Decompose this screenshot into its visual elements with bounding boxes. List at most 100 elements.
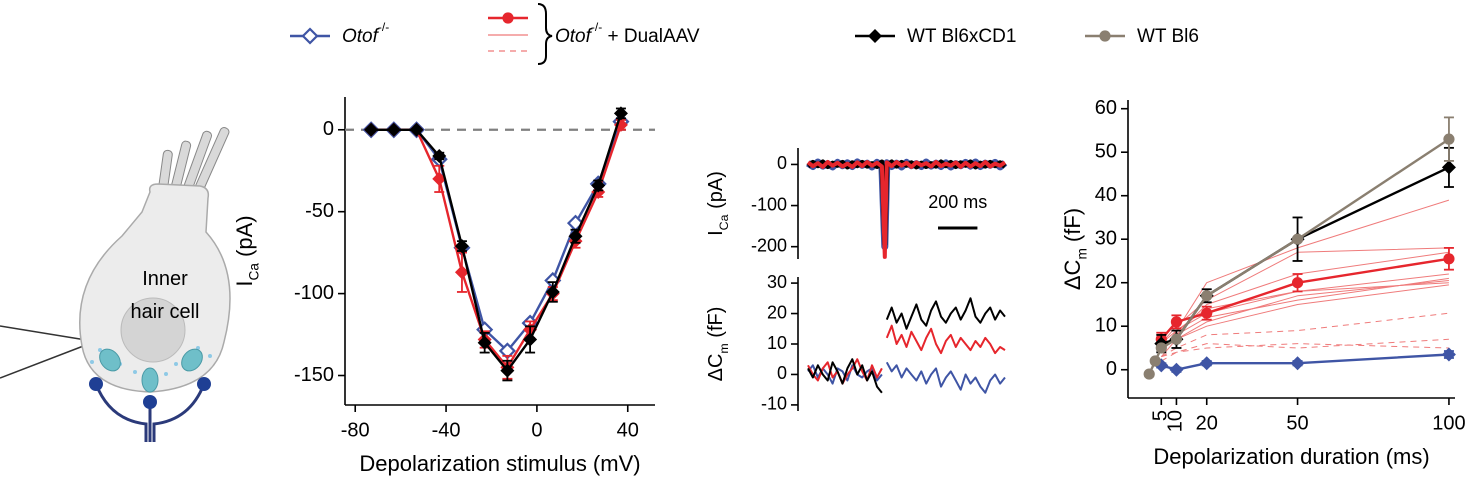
series-line	[807, 361, 1006, 394]
ribbons	[99, 348, 203, 393]
series-line	[1161, 312, 1449, 358]
x-tick-label: 20	[1196, 412, 1218, 434]
legend-marker	[301, 27, 319, 45]
vesicle	[133, 370, 137, 374]
legend-label-sup: -/-	[378, 20, 389, 34]
marker	[477, 335, 492, 350]
marker	[1170, 333, 1183, 345]
series-line	[371, 113, 623, 372]
y-tick-label: 30	[1095, 227, 1117, 249]
cell-label: Inner	[142, 268, 188, 290]
marker	[1149, 355, 1161, 367]
y-axis-title-main: I	[232, 280, 257, 286]
marker	[1170, 316, 1183, 328]
series-line	[806, 160, 1007, 259]
marker	[1169, 362, 1184, 377]
y-tick-label: -50	[305, 200, 334, 222]
legend-label: WT Bl6xCD1	[907, 26, 1016, 47]
electrode	[0, 344, 87, 379]
marker	[613, 106, 628, 121]
marker	[1290, 356, 1305, 371]
marker	[1201, 290, 1213, 302]
marker	[386, 122, 401, 137]
legend-label: Otof-/- + DualAAV	[555, 20, 700, 47]
legend-label-name: Otof	[555, 26, 593, 47]
y-tick-label: 10	[1095, 315, 1117, 337]
y-tick-label: 0	[323, 118, 334, 140]
legend-label-suffix: + DualAAV	[602, 26, 700, 47]
series-line	[1148, 138, 1450, 375]
x-tick-label: -40	[432, 419, 461, 441]
marker	[409, 122, 424, 137]
terminal	[143, 395, 157, 409]
x-tick-label: 40	[617, 419, 639, 441]
y-tick-label: 30	[767, 272, 787, 292]
y-axis-title-sub: m	[717, 343, 731, 353]
x-tick-label: 100	[1432, 412, 1465, 434]
legend-marker	[1099, 30, 1111, 42]
legend-label-name: WT Bl6xCD1	[907, 26, 1016, 47]
fiber	[94, 383, 148, 442]
x-tick-label: 5	[1150, 410, 1172, 421]
electrode	[0, 325, 87, 341]
stereocilia	[158, 127, 230, 193]
x-tick-label: 0	[531, 419, 542, 441]
y-tick-label: -150	[294, 364, 334, 386]
marker	[454, 239, 469, 254]
x-tick-label: 50	[1286, 412, 1308, 434]
y-axis-title-unit: (pA)	[705, 171, 727, 214]
y-axis-title: ΔCm (fF)	[705, 307, 731, 382]
y-axis-title-sub: m	[1075, 248, 1090, 259]
y-axis-title-unit: (fF)	[705, 307, 727, 344]
y-tick-label: -100	[751, 194, 787, 214]
y-axis-title-unit: (fF)	[1060, 208, 1085, 248]
marker	[1443, 133, 1455, 145]
marker	[1291, 233, 1304, 245]
y-axis-title: ΔCm (fF)	[1060, 208, 1090, 290]
ribbon	[141, 367, 159, 393]
series-line	[1160, 284, 1449, 358]
vesicle	[174, 362, 178, 366]
legend-label-sup: -/-	[591, 20, 602, 34]
series-line	[807, 324, 1006, 385]
x-axis-title: Depolarization stimulus (mV)	[359, 451, 640, 476]
marker	[454, 265, 469, 280]
vesicle	[90, 360, 94, 364]
y-axis-title-unit: (pA)	[232, 215, 257, 263]
y-axis-title-sub: Ca	[247, 263, 262, 281]
marker	[1441, 160, 1456, 175]
y-tick-label: -10	[761, 394, 787, 414]
vesicle	[164, 372, 168, 376]
marker	[568, 229, 583, 244]
y-tick-label: 0	[1106, 358, 1117, 380]
afferent-fibers	[94, 383, 206, 442]
marker	[591, 178, 606, 193]
series-line	[807, 297, 1006, 394]
y-tick-label: 20	[767, 302, 787, 322]
y-tick-label: 10	[767, 333, 787, 353]
marker	[1201, 307, 1213, 319]
legend-label: Otof-/-	[342, 20, 389, 47]
x-tick-label: -80	[341, 419, 370, 441]
cell-label: hair cell	[131, 301, 200, 323]
y-tick-label: 0	[777, 363, 787, 383]
legend-brace	[537, 3, 553, 65]
marker	[1143, 368, 1155, 380]
x-tick-label: 10	[1165, 410, 1187, 432]
marker	[545, 284, 560, 299]
terminal	[89, 377, 103, 391]
hair-cell-illustration: Inner hair cell	[0, 127, 231, 442]
cell-body	[79, 183, 231, 393]
legend-marker	[502, 12, 514, 24]
vesicle	[208, 354, 212, 358]
ribbon	[181, 348, 203, 372]
y-axis-title-main: ΔC	[705, 354, 727, 382]
ribbon	[99, 348, 121, 372]
legend-label-name: WT Bl6	[1137, 26, 1199, 47]
y-tick-label: 50	[1095, 140, 1117, 162]
marker	[1199, 356, 1214, 371]
series-line	[1160, 199, 1450, 353]
marker	[500, 363, 515, 378]
